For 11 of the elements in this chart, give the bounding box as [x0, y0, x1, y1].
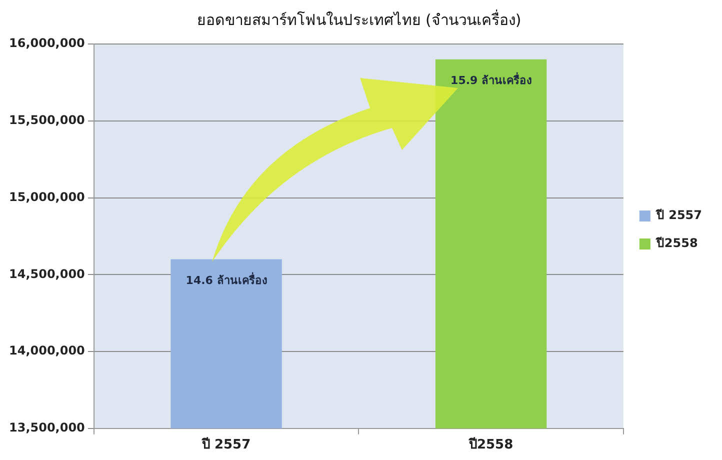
y-tick-label: 13,500,000: [8, 420, 85, 435]
y-tick-label: 16,000,000: [8, 36, 85, 50]
y-tick-label: 15,500,000: [8, 113, 85, 128]
annotation: 15.9 ล้านเครื่อง: [450, 72, 532, 88]
legend-label: ปี2558: [655, 236, 698, 250]
legend-label: ปี 2557: [655, 208, 702, 222]
y-tick-label: 15,000,000: [8, 190, 85, 204]
annotation: 14.6 ล้านเครื่อง: [186, 272, 267, 288]
y-tick-label: 14,500,000: [8, 266, 85, 281]
chart-title: ยอดขายสมาร์ทโฟนในประเทศไทย (จำนวนเครื่อง): [196, 8, 522, 29]
y-tick-label: 14,000,000: [8, 344, 85, 358]
